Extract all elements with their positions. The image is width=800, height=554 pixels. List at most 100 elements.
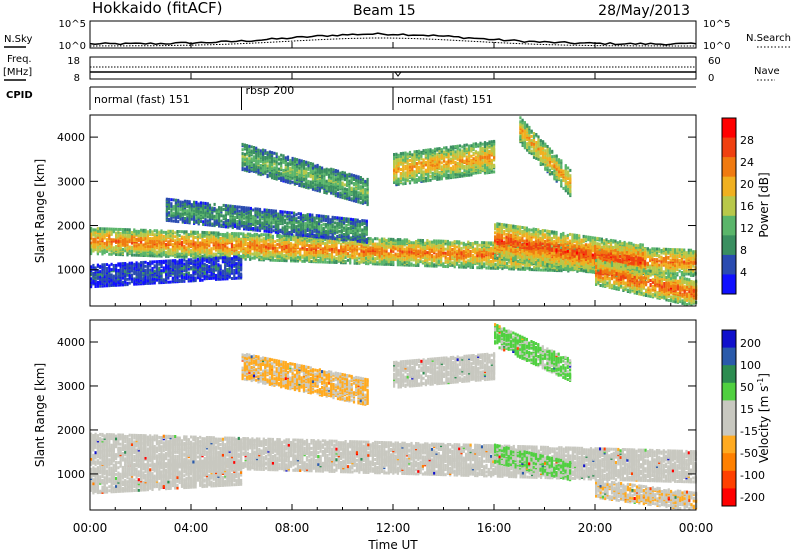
heatmap-cell xyxy=(183,230,186,234)
heatmap-cell xyxy=(403,258,406,262)
heatmap-cell xyxy=(353,251,356,255)
heatmap-cell xyxy=(446,239,449,243)
heatmap-cell xyxy=(392,253,395,257)
heatmap-cell xyxy=(158,262,161,266)
heatmap-cell xyxy=(119,270,122,274)
heatmap-cell xyxy=(119,242,122,246)
heatmap-cell xyxy=(128,261,131,265)
heatmap-cell xyxy=(130,249,134,253)
heatmap-cell xyxy=(646,265,649,269)
heatmap-cell xyxy=(546,266,549,270)
heatmap-cell xyxy=(385,241,388,245)
heatmap-cell xyxy=(228,247,231,251)
heatmap-cell xyxy=(674,248,677,252)
heatmap-cell xyxy=(177,209,180,213)
heatmap-cell xyxy=(255,251,259,255)
heatmap-cell xyxy=(177,202,180,206)
power-cells xyxy=(90,116,698,306)
heatmap-cell xyxy=(278,233,281,237)
heatmap-cell xyxy=(133,228,136,232)
heatmap-cell xyxy=(221,244,224,248)
heatmap-cell xyxy=(176,260,179,264)
heatmap-cell xyxy=(101,235,104,239)
heatmap-cell xyxy=(137,271,140,275)
heatmap-cell xyxy=(335,246,338,250)
heatmap-cell xyxy=(167,271,170,275)
heatmap-cell xyxy=(224,269,227,273)
heatmap-cell xyxy=(94,266,97,270)
heatmap-cell xyxy=(449,241,452,245)
heatmap-cell xyxy=(124,270,127,273)
heatmap-cell xyxy=(485,255,488,259)
heatmap-cell xyxy=(669,248,672,251)
heatmap-cell xyxy=(169,243,172,246)
heatmap-cell xyxy=(183,273,186,277)
heatmap-cell xyxy=(204,201,207,205)
date-title: 28/May/2013 xyxy=(598,3,690,19)
heatmap-cell xyxy=(399,238,402,242)
heatmap-cell xyxy=(211,206,214,210)
heatmap-cell xyxy=(171,229,174,233)
heatmap-cell xyxy=(494,258,497,262)
heatmap-cell xyxy=(251,242,254,245)
heatmap-cell xyxy=(403,250,406,254)
heatmap-cell xyxy=(151,260,154,264)
heatmap-cell xyxy=(440,263,443,267)
nave-tick-top: 60 xyxy=(708,56,721,67)
heatmap-cell xyxy=(415,261,418,265)
heatmap-cell xyxy=(158,266,161,270)
heatmap-cell xyxy=(296,250,299,254)
heatmap-cell xyxy=(490,262,493,266)
heatmap-cell xyxy=(687,272,690,276)
heatmap-cell xyxy=(453,244,456,248)
heatmap-cell xyxy=(110,230,113,234)
heatmap-cell xyxy=(126,263,129,267)
heatmap-cell xyxy=(471,254,474,257)
heatmap-cell xyxy=(230,232,234,235)
heatmap-cell xyxy=(330,241,334,244)
heatmap-cell xyxy=(170,198,173,202)
heatmap-cell xyxy=(333,239,336,243)
heatmap-cell xyxy=(174,251,177,255)
heatmap-cell xyxy=(337,249,340,253)
heatmap-cell xyxy=(287,255,290,259)
heatmap-cell xyxy=(206,219,209,223)
heatmap-cell xyxy=(151,237,154,241)
heatmap-cell xyxy=(378,242,381,246)
heatmap-cell xyxy=(460,261,463,265)
heatmap-cell xyxy=(117,227,120,231)
heatmap-cell xyxy=(662,270,665,274)
heatmap-cell xyxy=(326,243,329,247)
heatmap-cell xyxy=(408,239,411,243)
heatmap-cell xyxy=(210,272,213,276)
heatmap-cell xyxy=(465,248,468,252)
heatmap-cell xyxy=(417,258,420,262)
heatmap-cell xyxy=(168,207,171,211)
heatmap-cell xyxy=(217,263,220,267)
heatmap-cell xyxy=(671,256,674,259)
heatmap-cell xyxy=(96,268,99,272)
heatmap-cell xyxy=(258,251,261,255)
heatmap-cell xyxy=(194,276,197,280)
heatmap-cell xyxy=(469,256,472,260)
heatmap-cell xyxy=(405,257,409,260)
heatmap-cell xyxy=(460,241,463,245)
heatmap-cell xyxy=(119,267,122,271)
heatmap-cell xyxy=(280,252,284,256)
heatmap-cell xyxy=(396,238,399,242)
heatmap-cell xyxy=(90,265,93,269)
heatmap-cell xyxy=(210,267,213,271)
heatmap-cell xyxy=(390,240,393,244)
heatmap-cell xyxy=(94,248,97,252)
heatmap-cell xyxy=(142,246,145,249)
heatmap-cell xyxy=(117,262,120,266)
heatmap-cell xyxy=(655,247,659,251)
heatmap-cell xyxy=(171,243,174,247)
heatmap-cell xyxy=(412,263,415,267)
heatmap-cell xyxy=(674,264,677,268)
heatmap-cell xyxy=(317,249,320,253)
heatmap-cell xyxy=(117,239,120,243)
heatmap-cell xyxy=(292,252,295,256)
heatmap-cell xyxy=(112,264,115,267)
heatmap-cell xyxy=(165,197,168,201)
